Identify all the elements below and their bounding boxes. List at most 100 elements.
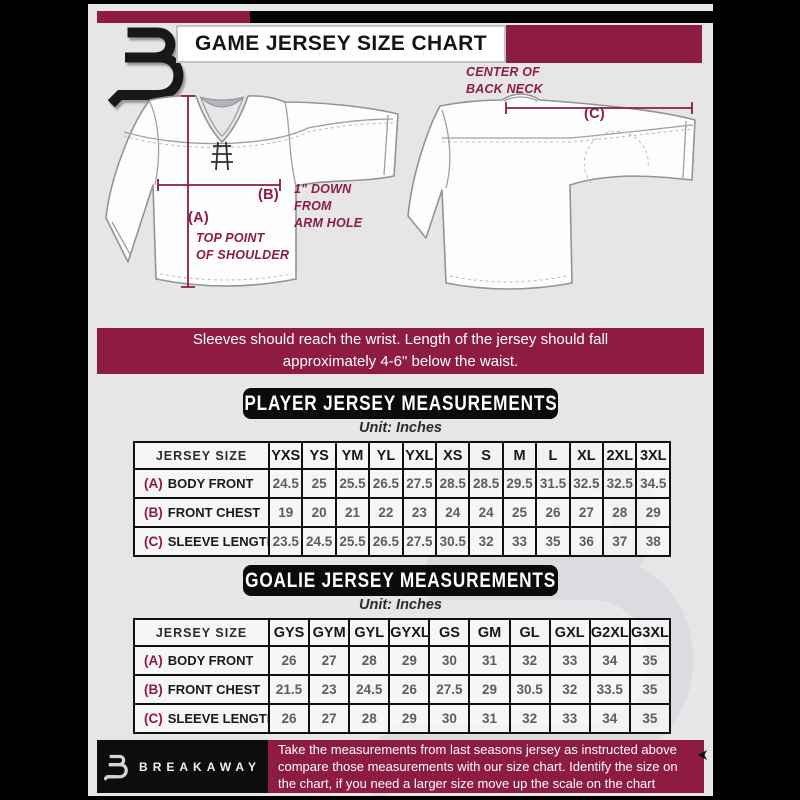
measurement-row: (B) FRONT CHEST 21.5 23 24.5 26 27.5 29 30.5 32 33… [133,674,672,705]
page-title-box: GAME JERSEY SIZE CHART [176,25,506,63]
top-bar-black-segment [250,11,713,23]
measurement-line-b [157,179,281,191]
size-header-row: JERSEY SIZE GYS GYM GYL GYXL GS GM GL GXL G2XL G3X… [133,618,672,647]
brand-name: BREAKAWAY [139,759,261,774]
size-column-header-cell: YM [334,441,371,470]
measurement-value-cell: 23.5 [267,526,304,557]
measurement-value-cell: 24.5 [348,674,391,705]
player-measurements-table: JERSEY SIZE YXS YS YM YL YXL XS S M L XL 2XL 3XL (A) B… [133,441,671,557]
player-section-title: PLAYER JERSEY MEASUREMENTS [243,391,558,415]
measurement-row-label-cell: (C) SLEEVE LENGTH [133,703,270,734]
footer-note-text: Take the measurements from last seasons … [278,741,678,792]
title-accent-block [506,25,702,63]
measurement-row: (C) SLEEVE LENGTH 26 27 28 29 30 31 32 33 34 35 [133,703,672,734]
size-column-header-cell: GXL [548,618,591,647]
size-column-header-cell: GYS [267,618,311,647]
measurement-value-cell: 29 [635,497,671,528]
measurement-label: FRONT CHEST [167,505,261,520]
collar-opening [199,96,245,108]
size-header-row: JERSEY SIZE YXS YS YM YL YXL XS S M L XL 2XL 3XL [133,441,671,470]
fit-notice-text: Sleeves should reach the wrist. Length o… [192,330,609,371]
measurement-value-cell: 30.5 [508,674,551,705]
measurement-value-cell: 21.5 [267,674,311,705]
measurement-key: (B) [144,682,163,697]
size-column-header-cell: YS [301,441,337,470]
measurement-value-cell: 24.5 [301,526,337,557]
measurement-value-cell: 34 [588,703,631,734]
size-column-header-cell: 2XL [602,441,638,470]
size-column-header-cell: G3XL [628,618,672,647]
measurement-row: (C) SLEEVE LENGTH 23.5 24.5 25.5 26.5 27.5 30.5… [133,526,671,557]
size-column-header-cell: GS [428,618,471,647]
size-column-header-cell: GYM [308,618,351,647]
measurement-value-cell: 31 [468,645,511,676]
measurement-value-cell: 31 [468,703,511,734]
measurement-line-c [505,102,693,114]
measurement-key: (A) [144,653,163,668]
measurement-row: (B) FRONT CHEST 19 20 21 22 23 24 24 25 26 27 28 29 [133,497,671,528]
measurement-value-cell: 20 [301,497,337,528]
measurement-value-cell: 24.5 [267,468,304,499]
measurement-value-cell: 35 [628,703,672,734]
player-section-banner: PLAYER JERSEY MEASUREMENTS [243,388,558,419]
size-column-header-cell: GYXL [388,618,431,647]
measurement-value-cell: 33 [548,703,591,734]
measurement-row: (A) BODY FRONT 24.5 25 25.5 26.5 27.5 28.5 28.5 2… [133,468,671,499]
measurement-value-cell: 26.5 [368,468,404,499]
size-column-header-cell: M [501,441,538,470]
size-column-header-cell: G2XL [588,618,631,647]
size-column-header-cell: XS [435,441,471,470]
measurement-value-cell: 33 [501,526,538,557]
measurement-value-cell: 33 [548,645,591,676]
measurement-value-cell: 34.5 [635,468,671,499]
back-jersey-outline [407,93,696,290]
header-top-bar [97,11,713,23]
label-c: (C) [584,106,606,122]
measurement-row-label-cell: (A) BODY FRONT [133,468,270,499]
measurement-value-cell: 26 [267,703,311,734]
measurement-value-cell: 32 [508,645,551,676]
size-column-header-cell: 3XL [635,441,671,470]
measurement-row-label-cell: (C) SLEEVE LENGTH [133,526,270,557]
size-column-header-cell: GYL [348,618,391,647]
measurement-value-cell: 25 [501,497,538,528]
measurement-key: (C) [144,711,163,726]
caption-a: TOP POINT OF SHOULDER [196,231,290,262]
measurement-key: (B) [144,505,163,520]
goalie-measurements-table: JERSEY SIZE GYS GYM GYL GYXL GS GM GL GXL G2XL G3X… [133,618,672,734]
measurement-value-cell: 27.5 [428,674,471,705]
measurement-value-cell: 23 [401,497,438,528]
measurement-value-cell: 26 [535,497,571,528]
measurement-value-cell: 30.5 [435,526,471,557]
measurement-label: SLEEVE LENGTH [167,534,269,549]
measurement-line-a [181,95,195,288]
measurement-value-cell: 29 [468,674,511,705]
measurement-value-cell: 36 [568,526,605,557]
measurement-value-cell: 25.5 [334,468,371,499]
measurement-label: BODY FRONT [167,476,254,491]
measurement-value-cell: 23 [308,674,351,705]
measurement-value-cell: 30 [428,645,471,676]
measurement-value-cell: 28.5 [435,468,471,499]
measurement-row: (A) BODY FRONT 26 27 28 29 30 31 32 33 34 35 [133,645,672,676]
measurement-value-cell: 28 [348,645,391,676]
measurement-value-cell: 22 [368,497,404,528]
measurement-key: (A) [144,476,163,491]
size-column-header-cell: XL [568,441,605,470]
measurement-label: BODY FRONT [167,653,254,668]
breakaway-logo-icon [106,20,194,110]
measurement-value-cell: 19 [267,497,304,528]
measurement-value-cell: 37 [602,526,638,557]
measurement-value-cell: 29.5 [501,468,538,499]
measurement-row-label-cell: (A) BODY FRONT [133,645,270,676]
measurement-value-cell: 27 [568,497,605,528]
label-b: (B) [258,187,280,203]
measurement-value-cell: 32 [508,703,551,734]
caption-b: 1" DOWN FROM ARM HOLE [294,182,363,230]
breakaway-logo-icon [104,754,128,781]
measurement-row-label-cell: (B) FRONT CHEST [133,674,270,705]
measurement-value-cell: 28 [602,497,638,528]
measurement-value-cell: 27 [308,645,351,676]
fit-notice-banner: Sleeves should reach the wrist. Length o… [97,328,704,374]
measurement-value-cell: 26 [388,674,431,705]
